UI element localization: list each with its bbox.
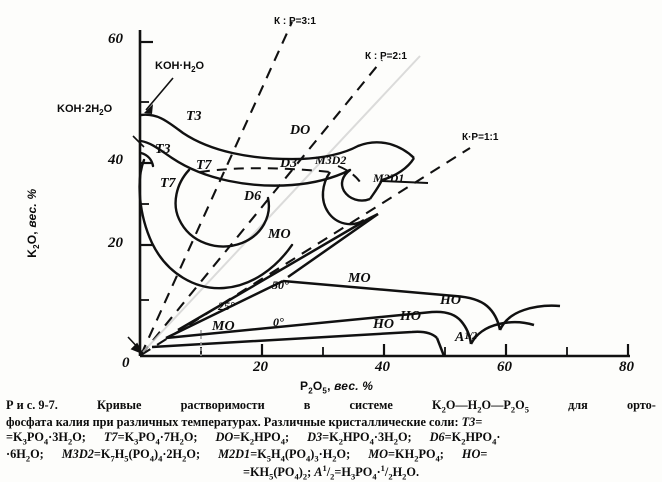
label-isotherm-25: 25° xyxy=(218,299,235,313)
curve-t3-upper xyxy=(139,113,360,161)
label-kp-2-1: К : Р=2:1 xyxy=(365,51,407,62)
arrowhead-koh-h2o xyxy=(144,104,153,114)
label-mo-upper-right: MO xyxy=(348,271,371,286)
curve-t3-lower xyxy=(139,139,352,187)
isotherm-0-main xyxy=(151,330,438,349)
label-do: DO xyxy=(290,123,311,138)
isotherm-0-a-half-edge xyxy=(435,337,446,357)
caption-line-4: ·6H2O; M3D2=K7H5(PO4)4·2H2O; M2D1=K5H4(PO4… xyxy=(6,446,488,464)
isotherm-25-ho-branch xyxy=(469,320,535,345)
tie-line-m3d2-m2d1 xyxy=(381,179,429,185)
caption-line-2: фосфата калия при различных температурах… xyxy=(6,414,483,429)
x-tick-label-20: 20 xyxy=(253,359,268,375)
label-a-half: A1/2 xyxy=(455,330,478,345)
metastable-arcs xyxy=(199,165,361,183)
mo-wedge xyxy=(165,212,379,340)
ray-3-1 xyxy=(140,21,293,356)
label-ho-mid: HO xyxy=(400,309,421,324)
mo-wedge-inner-edge xyxy=(287,212,379,279)
curve-t7-outer xyxy=(138,158,294,290)
curve-d3-link xyxy=(369,179,384,200)
label-mo-mid: MO xyxy=(268,227,291,242)
isotherm-0-curve xyxy=(151,330,446,357)
isotherm-25-main xyxy=(165,310,473,345)
dashed-arc-d3 xyxy=(337,165,361,183)
x-axis-major-ticks xyxy=(260,344,630,356)
x-tick-label-80: 80 xyxy=(619,359,634,375)
label-t3-upper: T3 xyxy=(186,109,202,124)
origin-arrow xyxy=(127,336,144,355)
label-ho-right: HO xyxy=(440,293,461,308)
caption-line-1: Р и с. 9-7. Кривые растворимости в системе K2… xyxy=(6,398,656,415)
curve-koh-hook xyxy=(139,151,155,168)
isotherm-50-ho-branch xyxy=(498,304,561,331)
label-m2d1: M2D1 xyxy=(373,171,405,185)
y-tick-label-20: 20 xyxy=(108,235,123,251)
y-tick-label-40: 40 xyxy=(108,152,123,168)
phosphate-field-boundaries xyxy=(321,141,429,226)
leader-lines xyxy=(132,77,174,148)
label-ho-left: HO xyxy=(373,317,394,332)
curve-d6 xyxy=(321,171,365,226)
label-t7-lower: T7 xyxy=(160,176,176,191)
label-kp-1-1: К·Р=1:1 xyxy=(462,132,499,143)
label-kp-3-1: К : Р=3:1 xyxy=(274,16,316,27)
x-tick-label-60: 60 xyxy=(497,359,512,375)
figure-caption: Р и с. 9-7. Кривые растворимости в системе K2… xyxy=(6,398,656,482)
x-tick-label-40: 40 xyxy=(375,359,390,375)
caption-line-5: =KH5(PO4)2; A1/2=H3PO4·1/2H2O. xyxy=(242,463,420,482)
label-m3d2: M3D2 xyxy=(315,153,347,167)
ray-2-1 xyxy=(140,59,383,356)
leader-arrowheads xyxy=(144,104,153,114)
y-tick-label-0: 0 xyxy=(122,355,130,371)
label-koh-2h2o: KOH·2H2O xyxy=(57,103,113,118)
label-koh-h2o: KOH·H2O xyxy=(155,60,205,75)
label-isotherm-50: 50° xyxy=(272,278,289,292)
mo-wedge-lower-edge xyxy=(165,279,284,340)
label-t7-upper: T7 xyxy=(196,158,212,173)
x-axis-title: P2O5, вес. % xyxy=(300,379,374,396)
curve-do-right xyxy=(381,157,416,182)
label-mo-lower-left: MO xyxy=(212,319,235,334)
y-tick-label-60: 60 xyxy=(108,31,123,47)
dashed-arc-t7 xyxy=(199,167,331,173)
solubility-diagram: 60 40 20 0 20 40 60 80 P2O5, вес. % K2O,… xyxy=(24,16,634,396)
leader-koh-h2o xyxy=(145,77,174,111)
y-axis-title: K2O, вес. % xyxy=(24,188,42,258)
isotherm-25-curve xyxy=(165,310,535,345)
curve-d3-pocket xyxy=(340,169,371,202)
label-isotherm-0: 0° xyxy=(273,315,284,329)
caption-line-3: =K3PO4·3H2O; T7=K3PO4·7H2O; DO=K2HPO4; D3=K… xyxy=(6,429,501,447)
curve-t7-inner xyxy=(174,168,271,248)
label-d6: D6 xyxy=(244,189,262,204)
diagram-canvas xyxy=(127,21,630,358)
leader-koh-2h2o xyxy=(132,135,145,148)
upper-left-curves xyxy=(138,113,360,290)
isotherm-50-main xyxy=(282,279,502,331)
curve-do-top xyxy=(357,141,415,159)
mo-wedge-upper-edge xyxy=(177,217,369,332)
scan-artifact-ray xyxy=(142,55,421,353)
label-d3: D3 xyxy=(280,156,298,171)
label-t3-lower: T3 xyxy=(155,142,171,157)
